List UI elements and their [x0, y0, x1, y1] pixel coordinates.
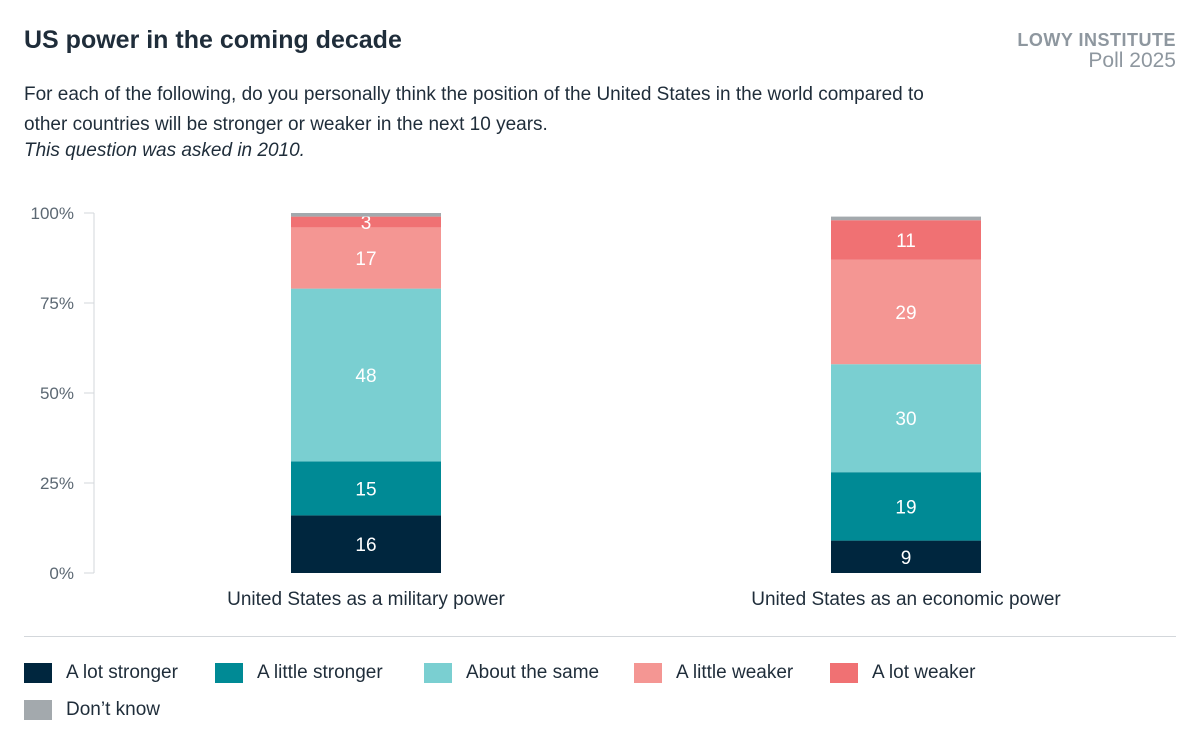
y-tick-label: 100%: [31, 204, 74, 223]
bar-value-label: 11: [896, 231, 916, 252]
y-tick-label: 25%: [40, 474, 74, 493]
legend-label: A lot stronger: [66, 662, 178, 683]
bar-value-label: 3: [361, 213, 372, 234]
bar-value-label: 16: [355, 535, 376, 556]
bar-segment: [291, 216, 441, 228]
bar-segment: [291, 288, 441, 462]
x-category-label: United States as an economic power: [751, 589, 1061, 610]
bar-segment: [291, 227, 441, 289]
legend-item: About the same: [424, 662, 599, 684]
bar-segment: [831, 364, 981, 473]
bar-value-label: 15: [355, 479, 376, 500]
legend-label: A little stronger: [257, 662, 383, 683]
bar-segment: [831, 216, 981, 221]
chart-title: US power in the coming decade: [24, 26, 402, 54]
legend-label: Don’t know: [66, 699, 160, 720]
bar-value-label: 17: [355, 249, 376, 270]
legend-item: A little weaker: [634, 662, 793, 684]
bar-value-label: 48: [355, 366, 376, 387]
bar-segment: [831, 259, 981, 365]
bar-value-label: 19: [895, 497, 916, 518]
legend-swatch: [830, 663, 858, 683]
legend-item: A little stronger: [215, 662, 383, 684]
x-category-label: United States as a military power: [227, 589, 505, 610]
legend-swatch: [424, 663, 452, 683]
chart-subtitle: For each of the following, do you person…: [24, 84, 924, 135]
brand-logo: LOWY INSTITUTE Poll 2025: [1017, 30, 1176, 72]
bar-value-label: 29: [895, 303, 916, 324]
brand-poll-year: Poll 2025: [1088, 49, 1176, 72]
stacked-bar-chart: 0% 25% 50% 75% 100% 16 15 48 17 3 United States as…: [31, 204, 1062, 610]
legend-item: A lot weaker: [830, 662, 976, 684]
brand-name: LOWY INSTITUTE: [1017, 30, 1176, 50]
legend-label: A lot weaker: [872, 662, 976, 683]
legend-swatch: [24, 700, 52, 720]
legend-swatch: [634, 663, 662, 683]
bar-segment: [291, 461, 441, 516]
bar-segment: [831, 472, 981, 541]
legend-divider: [24, 636, 1176, 637]
legend-label: About the same: [466, 662, 600, 683]
legend-label: A little weaker: [676, 662, 794, 683]
legend-swatch: [215, 663, 243, 683]
y-tick-label: 0%: [49, 564, 74, 583]
legend-swatch: [24, 663, 52, 683]
bar-segment: [291, 515, 441, 573]
chart-note: This question was asked in 2010.: [24, 140, 305, 161]
bar-segment: [291, 213, 441, 217]
bar-segment: [831, 540, 981, 573]
y-tick-label: 50%: [40, 384, 74, 403]
legend-item: A lot stronger: [24, 662, 178, 684]
bar-segment: [831, 220, 981, 260]
bar-value-label: 9: [901, 548, 912, 569]
legend-item: Don’t know: [24, 699, 160, 721]
bar-value-label: 30: [895, 409, 916, 430]
y-tick-label: 75%: [40, 294, 74, 313]
